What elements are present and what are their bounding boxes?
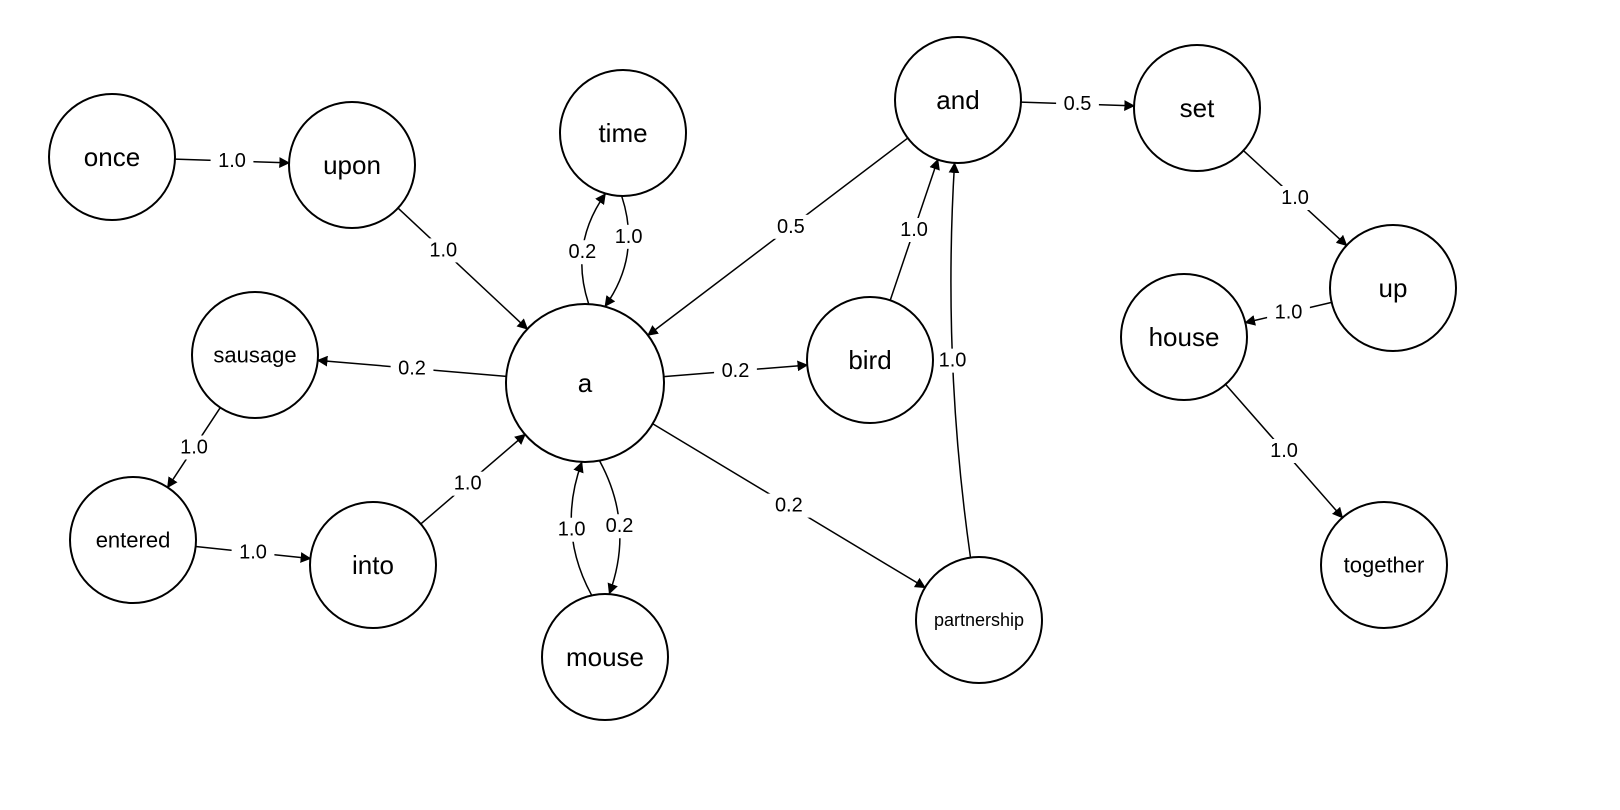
node-label-entered: entered [96, 528, 171, 553]
edge-label-a-sausage: 0.2 [398, 357, 426, 379]
edge-label-a-bird: 0.2 [722, 360, 750, 382]
node-label-time: time [598, 118, 647, 148]
edge-label-bird-and: 1.0 [900, 219, 928, 241]
node-label-house: house [1149, 322, 1220, 352]
edge-time-a [605, 197, 628, 307]
node-label-sausage: sausage [213, 343, 296, 368]
edge-label-time-a: 1.0 [615, 226, 643, 248]
edge-label-a-mouse: 0.2 [606, 515, 634, 537]
edge-label-partnership-and: 1.0 [939, 350, 967, 372]
edge-label-entered-into: 1.0 [239, 542, 267, 564]
edge-label-sausage-entered: 1.0 [180, 437, 208, 459]
node-label-once: once [84, 142, 140, 172]
edge-label-a-time: 0.2 [568, 241, 596, 263]
edge-label-mouse-a: 1.0 [558, 519, 586, 541]
edge-label-up-house: 1.0 [1275, 302, 1303, 324]
edge-label-once-upon: 1.0 [218, 150, 246, 172]
node-label-mouse: mouse [566, 642, 644, 672]
word-graph: 1.0 1.0 1.0 0.2 0.5 0.5 1.0 1.0 1.0 1.0 0.2 0.2 1.0 1… [0, 0, 1620, 810]
edge-label-into-a: 1.0 [454, 473, 482, 495]
edge-label-upon-a: 1.0 [429, 239, 457, 261]
node-label-set: set [1180, 93, 1215, 123]
node-label-partnership: partnership [934, 610, 1024, 630]
edge-label-a-partnership: 0.2 [775, 495, 803, 517]
edge-label-and-set: 0.5 [1064, 93, 1092, 115]
node-label-and: and [936, 85, 979, 115]
node-label-together: together [1344, 553, 1425, 578]
node-label-into: into [352, 550, 394, 580]
node-label-upon: upon [323, 150, 381, 180]
edge-label-set-up: 1.0 [1281, 187, 1309, 209]
node-label-up: up [1379, 273, 1408, 303]
edge-label-house-together: 1.0 [1270, 440, 1298, 462]
node-label-bird: bird [848, 345, 891, 375]
node-label-a: a [578, 368, 593, 398]
edge-upon-a [398, 208, 527, 329]
edge-label-and-a: 0.5 [777, 216, 805, 238]
